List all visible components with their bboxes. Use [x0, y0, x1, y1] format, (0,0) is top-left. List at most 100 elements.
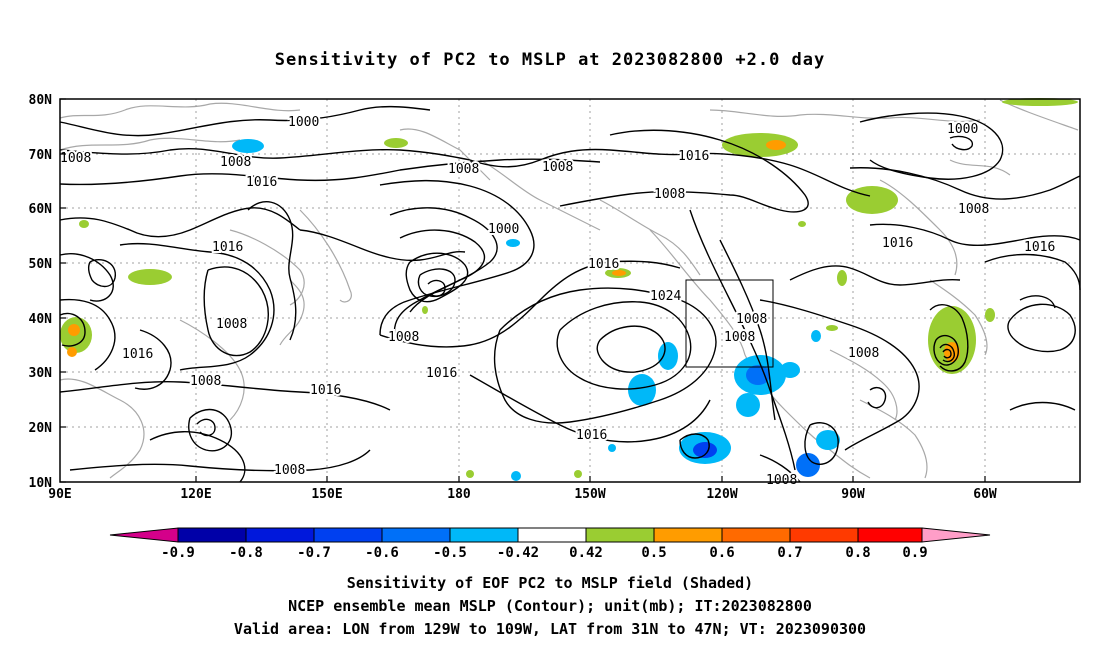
colorbar-tick-label: -0.8 [229, 545, 263, 561]
shade-patch [837, 270, 847, 286]
shade-patch [766, 140, 786, 150]
shade-patch [232, 139, 264, 153]
lat-label: 20N [29, 421, 53, 436]
contour-label: 1016 [576, 428, 607, 443]
colorbar-tick-label: -0.9 [161, 545, 195, 561]
shade-patch [798, 221, 806, 227]
colorbar-labels: -0.9 -0.8 -0.7 -0.6 -0.5 -0.42 0.42 0.5 … [161, 545, 928, 561]
contour-label: 1016 [882, 236, 913, 251]
contour-label: 1008 [388, 330, 419, 345]
shade-patch [608, 444, 616, 452]
map-frame [59, 98, 1081, 483]
shade-patch [846, 186, 898, 214]
lon-label: 90W [841, 487, 865, 502]
contour-label: 1008 [736, 312, 767, 327]
contour-label: 1008 [60, 151, 91, 166]
lon-label: 90E [48, 487, 71, 502]
shade-patch [780, 362, 800, 378]
contour-label: 1008 [216, 317, 247, 332]
colorbar-bin [585, 527, 655, 543]
colorbar-bin [449, 527, 519, 543]
lat-label: 80N [29, 93, 53, 108]
shade-patch [67, 347, 77, 357]
colorbar-bin [653, 527, 723, 543]
contour-label: 1008 [542, 160, 573, 175]
lat-label: 60N [29, 202, 53, 217]
lon-label: 120E [180, 487, 211, 502]
colorbar-tick-label: 0.7 [777, 545, 802, 561]
lat-label: 30N [29, 366, 53, 381]
chart-title: Sensitivity of PC2 to MSLP at 2023082800… [274, 50, 826, 70]
colorbar-bin [721, 527, 791, 543]
contour-label: 1016 [426, 366, 457, 381]
lon-label: 150E [311, 487, 342, 502]
contour-label: 1016 [1024, 240, 1055, 255]
lat-label: 10N [29, 476, 53, 491]
shade-patch [574, 470, 582, 478]
shade-patch [736, 393, 760, 417]
contour-label: 1008 [448, 162, 479, 177]
mslp-contours [59, 105, 1081, 483]
shade-patch [1002, 98, 1078, 106]
shaded-sensitivity [60, 98, 1078, 481]
contour-label: 1000 [288, 115, 319, 130]
colorbar-bin [245, 527, 315, 543]
colorbar-bin [857, 527, 923, 543]
footer-line-1: Sensitivity of EOF PC2 to MSLP field (Sh… [346, 574, 754, 592]
contour-label: 1016 [678, 149, 709, 164]
lon-labels: 90E 120E 150E 180 150W 120W 90W 60W [48, 487, 997, 502]
lat-label: 50N [29, 257, 53, 272]
lat-label: 40N [29, 312, 53, 327]
contour-label: 1008 [190, 374, 221, 389]
colorbar-bin [177, 527, 247, 543]
lon-label: 60W [973, 487, 997, 502]
axis-ticks [60, 98, 986, 483]
colorbar-tick-label: 0.6 [709, 545, 734, 561]
lon-label: 150W [574, 487, 605, 502]
shade-patch [722, 133, 798, 157]
contour-label: 1024 [650, 289, 681, 304]
contour-label: 1000 [947, 122, 978, 137]
shade-patch [384, 138, 408, 148]
lon-label: 120W [706, 487, 737, 502]
shade-patch [79, 220, 89, 228]
colorbar-tick-label: -0.5 [433, 545, 467, 561]
shade-patch [746, 365, 770, 385]
contour-label: 1008 [958, 202, 989, 217]
shade-patch [985, 308, 995, 322]
shade-patch [826, 325, 838, 331]
footer-line-2: NCEP ensemble mean MSLP (Contour); unit(… [288, 597, 812, 615]
shade-patch [511, 471, 521, 481]
shade-patch [128, 269, 172, 285]
contour-label: 1008 [274, 463, 305, 478]
colorbar [109, 527, 991, 543]
footer-line-3: Valid area: LON from 129W to 109W, LAT f… [233, 620, 867, 638]
colorbar-tick-label: 0.9 [902, 545, 927, 561]
contour-label: 1008 [724, 330, 755, 345]
contour-label: 1008 [766, 473, 797, 488]
grid [60, 99, 1080, 482]
shade-patch [811, 330, 821, 342]
shade-patch [658, 342, 678, 370]
colorbar-bin [789, 527, 859, 543]
colorbar-tick-label: -0.42 [497, 545, 539, 561]
colorbar-bin-low [109, 527, 179, 543]
shade-patch [68, 324, 80, 336]
shade-patch [466, 470, 474, 478]
lat-label: 70N [29, 148, 53, 163]
shade-patch [628, 374, 656, 406]
contour-label: 1016 [122, 347, 153, 362]
colorbar-bin [313, 527, 383, 543]
shade-patch [693, 442, 717, 458]
shade-patch [422, 306, 428, 314]
shade-patch [796, 453, 820, 477]
contour-label: 1008 [220, 155, 251, 170]
contour-label: 1008 [654, 187, 685, 202]
shade-patch [612, 270, 626, 276]
colorbar-bin [517, 527, 587, 543]
contour-label: 1000 [488, 222, 519, 237]
colorbar-bin-high [921, 527, 991, 543]
contour-label: 1008 [848, 346, 879, 361]
valid-area-box [685, 279, 774, 368]
